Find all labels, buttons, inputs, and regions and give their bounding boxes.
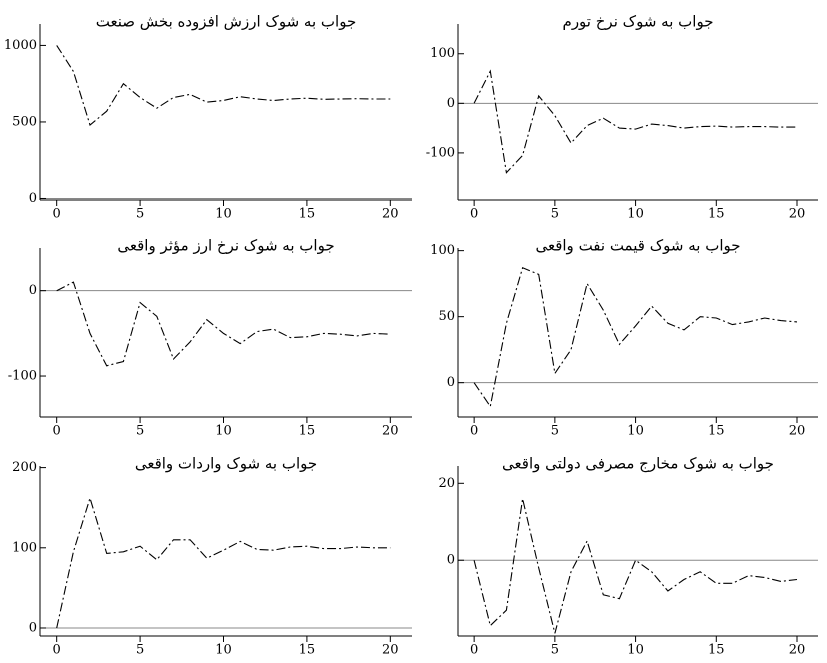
x-tick-label: 20 bbox=[789, 207, 806, 222]
x-tick-label: 5 bbox=[551, 643, 559, 658]
x-tick-label: 5 bbox=[136, 207, 144, 222]
x-tick-label: 20 bbox=[382, 207, 399, 222]
x-tick-label: 10 bbox=[215, 207, 232, 222]
chart-title: جواب به شوک نرخ تورم bbox=[563, 13, 714, 31]
x-tick-label: 10 bbox=[215, 643, 232, 658]
y-tick-label: 20 bbox=[438, 476, 455, 491]
y-tick-label: 500 bbox=[12, 114, 37, 129]
x-tick-label: 20 bbox=[789, 643, 806, 658]
response-line bbox=[56, 281, 391, 367]
chart-title: جواب به شوک قیمت نفت واقعی bbox=[535, 237, 740, 255]
y-tick-label: 0 bbox=[447, 96, 455, 111]
y-tick-label: -100 bbox=[8, 369, 37, 384]
y-tick-label: 100 bbox=[430, 46, 455, 61]
x-tick-label: 15 bbox=[708, 643, 725, 658]
x-tick-label: 10 bbox=[627, 424, 644, 439]
x-tick-label: 10 bbox=[627, 207, 644, 222]
x-tick-label: 0 bbox=[470, 424, 478, 439]
x-tick-label: 15 bbox=[708, 424, 725, 439]
x-tick-label: 5 bbox=[551, 424, 559, 439]
x-tick-label: 15 bbox=[299, 643, 316, 658]
x-tick-label: 0 bbox=[470, 643, 478, 658]
response-line bbox=[473, 69, 797, 174]
chart-title: جواب به شوک نرخ ارز مؤثر واقعی bbox=[117, 237, 334, 255]
response-line bbox=[473, 498, 798, 634]
x-tick-label: 0 bbox=[470, 207, 478, 222]
x-tick-label: 5 bbox=[551, 207, 559, 222]
y-tick-label: -100 bbox=[426, 145, 455, 160]
x-tick-label: 20 bbox=[382, 643, 399, 658]
x-tick-label: 0 bbox=[53, 643, 61, 658]
y-tick-label: 0 bbox=[447, 553, 455, 568]
response-line bbox=[56, 45, 391, 126]
x-tick-label: 15 bbox=[299, 424, 316, 439]
x-tick-label: 20 bbox=[382, 424, 399, 439]
chart-title: جواب به شوک ارزش افزوده بخش صنعت bbox=[96, 13, 356, 31]
y-tick-label: 0 bbox=[29, 191, 37, 206]
y-tick-label: 0 bbox=[447, 375, 455, 390]
chart-title: جواب به شوک مخارج مصرفی دولتی واقعی bbox=[502, 455, 774, 474]
x-tick-label: 0 bbox=[53, 424, 61, 439]
y-tick-label: 100 bbox=[12, 540, 37, 555]
y-tick-label: 0 bbox=[29, 283, 37, 298]
x-tick-label: 15 bbox=[299, 207, 316, 222]
y-tick-label: 50 bbox=[438, 309, 455, 324]
chart-title: جواب به شوک واردات واقعی bbox=[135, 455, 317, 473]
response-line bbox=[56, 496, 391, 629]
y-tick-label: 0 bbox=[29, 620, 37, 635]
y-tick-label: 100 bbox=[430, 243, 455, 258]
x-tick-label: 10 bbox=[215, 424, 232, 439]
x-tick-label: 10 bbox=[627, 643, 644, 658]
x-tick-label: 15 bbox=[708, 207, 725, 222]
x-tick-label: 5 bbox=[136, 643, 144, 658]
x-tick-label: 20 bbox=[789, 424, 806, 439]
y-tick-label: 1000 bbox=[4, 38, 37, 53]
x-tick-label: 5 bbox=[136, 424, 144, 439]
x-tick-label: 0 bbox=[53, 207, 61, 222]
y-tick-label: 200 bbox=[12, 460, 37, 475]
response-line bbox=[473, 267, 798, 408]
